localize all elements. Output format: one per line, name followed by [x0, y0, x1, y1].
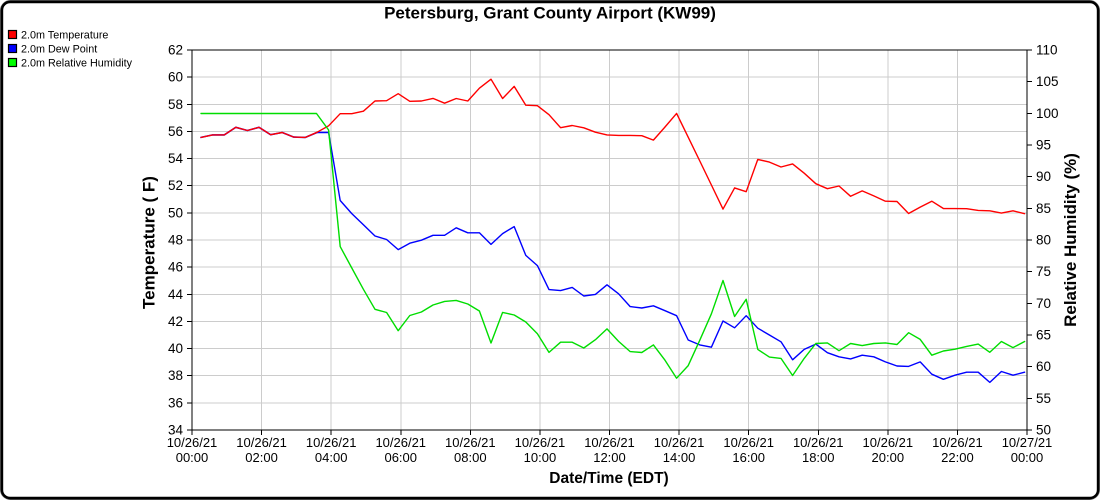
svg-text:08:00: 08:00 [454, 450, 487, 465]
svg-text:75: 75 [1036, 264, 1051, 279]
svg-text:95: 95 [1036, 138, 1051, 153]
svg-text:00:00: 00:00 [176, 450, 209, 465]
svg-text:10/26/21: 10/26/21 [723, 435, 774, 450]
svg-text:22:00: 22:00 [941, 450, 974, 465]
svg-text:20:00: 20:00 [872, 450, 905, 465]
svg-text:110: 110 [1036, 43, 1058, 58]
svg-text:46: 46 [168, 260, 183, 275]
svg-text:34: 34 [168, 423, 184, 438]
svg-text:48: 48 [168, 233, 183, 248]
svg-text:105: 105 [1036, 74, 1059, 89]
svg-text:00:00: 00:00 [1011, 450, 1044, 465]
svg-text:55: 55 [1036, 391, 1051, 406]
svg-text:10/26/21: 10/26/21 [445, 435, 496, 450]
svg-text:2.0m Dew Point: 2.0m Dew Point [21, 43, 97, 55]
svg-text:10/26/21: 10/26/21 [167, 435, 218, 450]
svg-text:52: 52 [168, 178, 183, 193]
svg-text:Relative Humidity (%): Relative Humidity (%) [1061, 153, 1080, 327]
svg-text:50: 50 [1036, 423, 1051, 438]
svg-text:12:00: 12:00 [593, 450, 626, 465]
svg-text:42: 42 [168, 314, 183, 329]
svg-text:80: 80 [1036, 233, 1051, 248]
svg-text:10/26/21: 10/26/21 [793, 435, 844, 450]
svg-text:Temperature ( F): Temperature ( F) [140, 176, 159, 309]
svg-text:36: 36 [168, 395, 183, 410]
svg-text:06:00: 06:00 [384, 450, 417, 465]
svg-text:50: 50 [168, 205, 183, 220]
svg-text:18:00: 18:00 [802, 450, 835, 465]
svg-text:02:00: 02:00 [245, 450, 278, 465]
svg-text:65: 65 [1036, 328, 1051, 343]
svg-text:70: 70 [1036, 296, 1051, 311]
svg-text:10/26/21: 10/26/21 [306, 435, 357, 450]
svg-text:62: 62 [168, 43, 183, 58]
svg-text:10/26/21: 10/26/21 [236, 435, 287, 450]
svg-text:44: 44 [168, 287, 184, 302]
svg-text:10/26/21: 10/26/21 [654, 435, 705, 450]
svg-text:Petersburg, Grant County Airpo: Petersburg, Grant County Airport (KW99) [384, 4, 716, 23]
svg-text:10/26/21: 10/26/21 [375, 435, 426, 450]
svg-text:100: 100 [1036, 106, 1059, 121]
svg-text:85: 85 [1036, 201, 1051, 216]
svg-text:04:00: 04:00 [315, 450, 348, 465]
svg-text:40: 40 [168, 341, 183, 356]
svg-text:10/26/21: 10/26/21 [932, 435, 983, 450]
svg-text:60: 60 [168, 70, 183, 85]
svg-text:54: 54 [168, 151, 184, 166]
svg-text:38: 38 [168, 368, 183, 383]
svg-text:16:00: 16:00 [732, 450, 765, 465]
svg-text:56: 56 [168, 124, 183, 139]
svg-text:10:00: 10:00 [524, 450, 557, 465]
svg-text:90: 90 [1036, 169, 1051, 184]
svg-text:58: 58 [168, 97, 183, 112]
svg-text:10/26/21: 10/26/21 [584, 435, 635, 450]
svg-text:10/26/21: 10/26/21 [515, 435, 566, 450]
svg-text:10/27/21: 10/27/21 [1002, 435, 1053, 450]
svg-text:2.0m Relative Humidity: 2.0m Relative Humidity [21, 58, 133, 70]
svg-text:Date/Time (EDT): Date/Time (EDT) [549, 470, 668, 487]
svg-text:10/26/21: 10/26/21 [863, 435, 914, 450]
svg-text:60: 60 [1036, 359, 1051, 374]
svg-text:14:00: 14:00 [663, 450, 696, 465]
svg-text:2.0m Temperature: 2.0m Temperature [21, 29, 108, 41]
